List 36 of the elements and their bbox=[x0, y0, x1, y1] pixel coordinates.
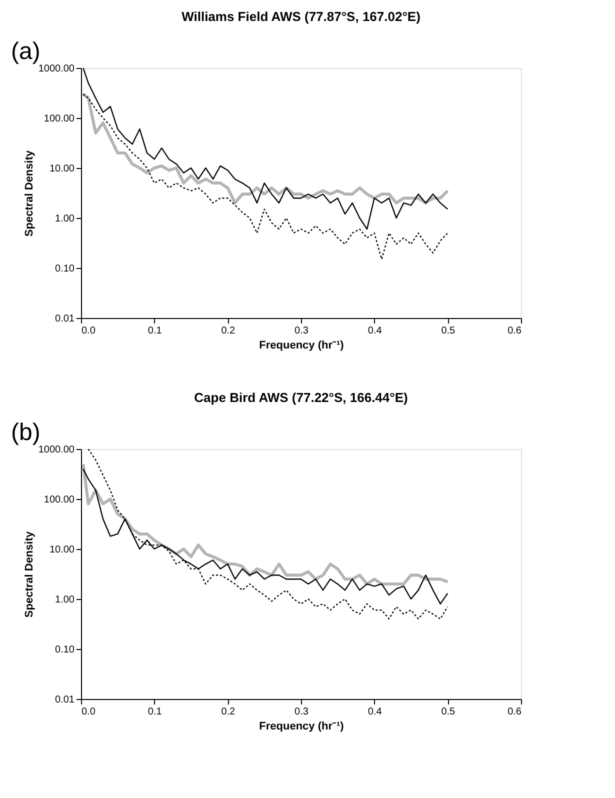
x-tick-label: 0.0 bbox=[82, 326, 96, 336]
x-tick-label: 0.3 bbox=[294, 326, 309, 336]
chart-title: Cape Bird AWS (77.22°S, 166.44°E) bbox=[194, 390, 408, 405]
text: (a) bbox=[11, 38, 40, 65]
x-tick-label: 0.5 bbox=[441, 326, 456, 336]
x-tick-label: 0.4 bbox=[368, 706, 382, 718]
y-tick-label: 10.00 bbox=[49, 544, 75, 556]
x-tick-label: 0.4 bbox=[368, 326, 382, 336]
y-tick-label: 1.00 bbox=[55, 594, 75, 606]
y-tick-label: 100.00 bbox=[44, 494, 75, 506]
x-tick-label: 0.6 bbox=[508, 326, 522, 336]
y-tick-label: 10.00 bbox=[49, 164, 75, 174]
x-tick-label: 0.1 bbox=[148, 326, 162, 336]
x-axis-title: Frequency (hr⁻¹) bbox=[259, 340, 344, 352]
chart-title: Williams Field AWS (77.87°S, 167.02°E) bbox=[182, 9, 420, 24]
text: (b) bbox=[11, 419, 40, 446]
y-tick-label: 0.10 bbox=[55, 644, 75, 656]
y-tick-label: 0.01 bbox=[55, 694, 75, 706]
x-axis-title: Frequency (hr⁻¹) bbox=[259, 720, 344, 732]
x-tick-label: 0.6 bbox=[508, 706, 522, 718]
x-tick-label: 0.5 bbox=[441, 706, 456, 718]
x-tick-label: 0.2 bbox=[221, 706, 236, 718]
x-tick-label: 0.3 bbox=[294, 706, 309, 718]
y-axis-title: Spectral Density bbox=[23, 150, 36, 237]
line-series bbox=[82, 462, 450, 586]
y-tick-label: 1000.00 bbox=[38, 444, 75, 456]
y-axis-title: Spectral Density bbox=[23, 530, 36, 618]
y-tick-label: 1.00 bbox=[55, 214, 75, 224]
x-tick-label: 0.2 bbox=[221, 326, 236, 336]
y-tick-label: 100.00 bbox=[44, 114, 75, 124]
y-tick-label: 0.10 bbox=[55, 264, 75, 274]
x-tick-label: 0.0 bbox=[82, 706, 96, 718]
y-tick-label: 0.01 bbox=[55, 314, 75, 324]
y-tick-label: 1000.00 bbox=[38, 64, 75, 74]
x-tick-label: 0.1 bbox=[148, 706, 162, 718]
line-series bbox=[82, 92, 450, 204]
